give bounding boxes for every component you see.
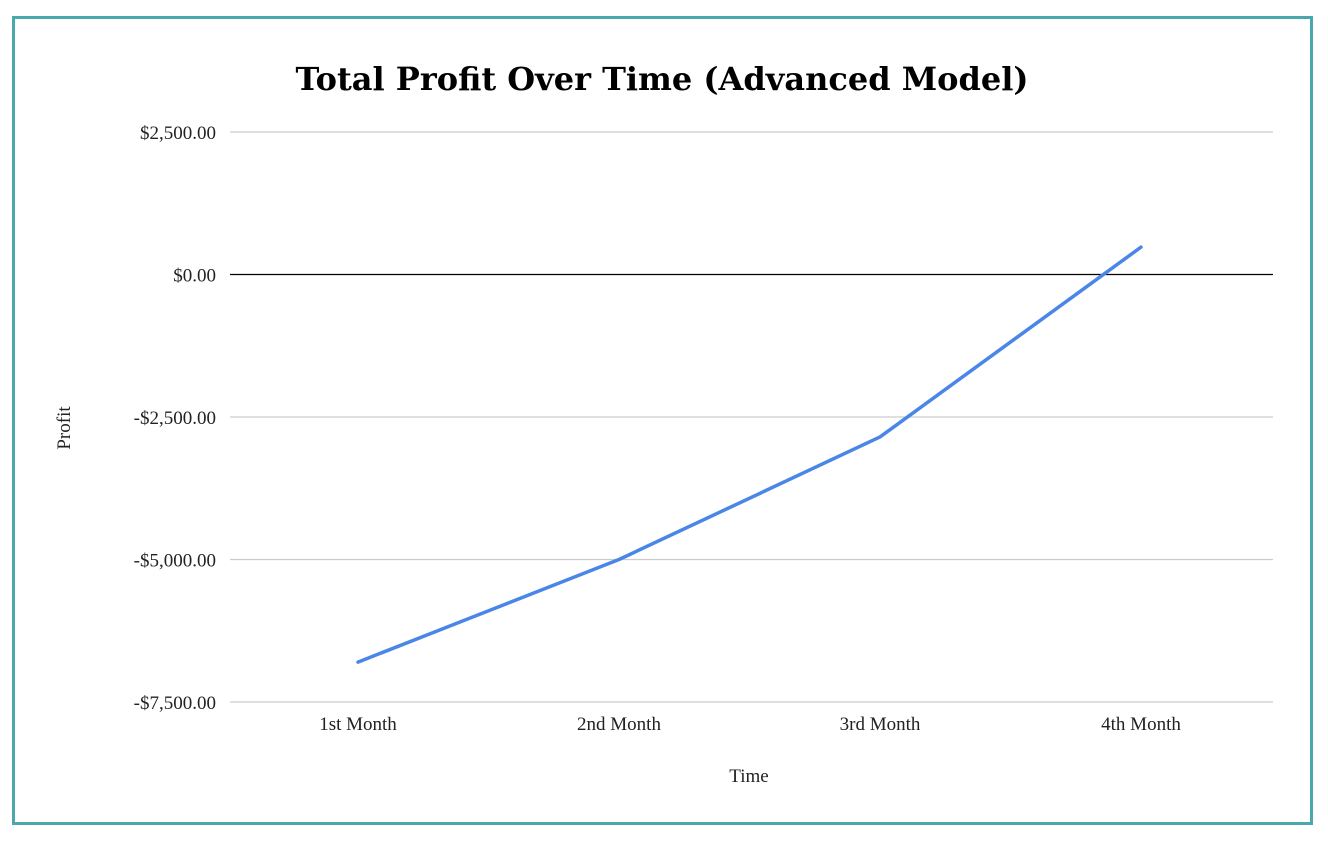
x-tick-label: 1st Month: [319, 714, 397, 735]
x-axis-label: Time: [729, 766, 768, 787]
y-tick-label: $0.00: [173, 266, 216, 287]
y-tick-label: -$2,500.00: [134, 408, 216, 429]
y-axis-label: Profit: [54, 406, 75, 450]
x-tick-label: 3rd Month: [840, 714, 921, 735]
gridlines: [230, 131, 1273, 703]
x-tick-label: 2nd Month: [577, 714, 661, 735]
y-tick-label: -$5,000.00: [134, 551, 216, 572]
series-lines: [356, 245, 1143, 664]
chart-frame: [12, 16, 1313, 825]
x-tick-labels: 1st Month 2nd Month 3rd Month 4th Month: [319, 714, 1181, 735]
y-tick-label: -$7,500.00: [134, 693, 216, 714]
chart-title: Total Profit Over Time (Advanced Model): [296, 60, 1029, 98]
x-tick-label: 4th Month: [1101, 714, 1181, 735]
y-tick-labels: $2,500.00 $0.00 -$2,500.00 -$5,000.00 -$7,50…: [134, 123, 216, 714]
series-line: [356, 245, 1143, 664]
y-tick-label: $2,500.00: [140, 123, 216, 144]
